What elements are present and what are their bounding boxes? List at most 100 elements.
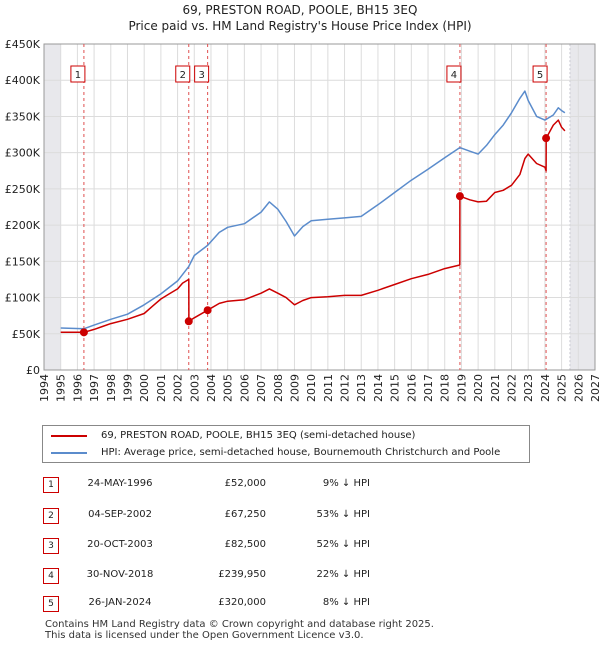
x-tick-label: 2023	[522, 374, 535, 402]
x-tick-label: 2015	[389, 374, 402, 402]
chart-legend: 69, PRESTON ROAD, POOLE, BH15 3EQ (semi-…	[42, 425, 530, 463]
legend-label-property: 69, PRESTON ROAD, POOLE, BH15 3EQ (semi-…	[101, 430, 416, 441]
transaction-number: 2	[43, 508, 59, 524]
table-row: 3 20-OCT-2003 £82,500 52% ↓ HPI	[0, 538, 600, 558]
x-tick-label: 2021	[489, 374, 502, 402]
transaction-hpi-diff: 9% ↓ HPI	[322, 478, 370, 489]
y-tick-label: £350K	[5, 110, 41, 123]
x-tick-label: 2017	[422, 374, 435, 402]
y-tick-label: £100K	[5, 292, 41, 305]
x-tick-label: 1995	[55, 374, 68, 402]
transaction-label-box	[194, 65, 210, 83]
transaction-hpi-diff: 52% ↓ HPI	[316, 539, 370, 550]
x-tick-label: 2006	[238, 374, 251, 402]
x-tick-label: 2027	[589, 374, 600, 402]
table-row: 2 04-SEP-2002 £67,250 53% ↓ HPI	[0, 508, 600, 528]
x-tick-label: 2000	[138, 374, 151, 402]
x-tick-label: 2011	[322, 374, 335, 402]
transaction-point	[455, 192, 464, 201]
plot-area	[44, 44, 595, 370]
transaction-price: £67,250	[224, 509, 266, 520]
plot-border	[43, 43, 596, 371]
table-row: 5 26-JAN-2024 £320,000 8% ↓ HPI	[0, 596, 600, 616]
transaction-label-box	[532, 65, 548, 83]
y-tick-label: £200K	[5, 219, 41, 232]
transaction-price: £52,000	[224, 478, 266, 489]
transaction-label-number: 1	[75, 70, 81, 81]
x-tick-label: 2004	[205, 374, 218, 402]
legend-swatch-blue	[51, 452, 87, 454]
y-tick-label: £300K	[5, 147, 41, 160]
shaded-region-before	[44, 44, 61, 370]
transaction-label-number: 5	[537, 70, 543, 81]
price-chart: £0 £50K £100K £150K £200K £250K £300K £350K £400…	[5, 38, 600, 402]
y-tick-label: £150K	[5, 255, 41, 268]
x-tick-label: 2026	[572, 374, 585, 402]
x-tick-label: 2008	[272, 374, 285, 402]
transaction-label-number: 3	[198, 70, 204, 81]
x-tick-label: 2012	[339, 374, 352, 402]
x-tick-label: 2002	[172, 374, 185, 402]
x-tick-label: 2014	[372, 374, 385, 402]
x-tick-label: 1994	[38, 374, 51, 402]
y-tick-label: £400K	[5, 74, 41, 87]
x-tick-label: 2010	[305, 374, 318, 402]
transaction-point	[542, 134, 551, 143]
chart-title-block: 69, PRESTON ROAD, POOLE, BH15 3EQ Price …	[0, 2, 600, 34]
x-tick-label: 2019	[455, 374, 468, 402]
transaction-date: 26-JAN-2024	[88, 597, 152, 608]
transaction-hpi-diff: 53% ↓ HPI	[316, 509, 370, 520]
transaction-hpi-diff: 22% ↓ HPI	[316, 569, 370, 580]
y-tick-label: £0	[26, 364, 40, 377]
transaction-number: 5	[43, 596, 59, 612]
x-tick-label: 2009	[288, 374, 301, 402]
table-row: 4 30-NOV-2018 £239,950 22% ↓ HPI	[0, 568, 600, 588]
transaction-number: 3	[43, 538, 59, 554]
chart-title: 69, PRESTON ROAD, POOLE, BH15 3EQ	[182, 3, 418, 17]
footer-license: This data is licensed under the Open Gov…	[45, 630, 364, 641]
x-tick-label: 2022	[506, 374, 519, 402]
transaction-price: £239,950	[218, 569, 266, 580]
y-tick-label: £50K	[12, 328, 41, 341]
transaction-number: 4	[43, 568, 59, 584]
x-tick-label: 2005	[222, 374, 235, 402]
transaction-price: £320,000	[218, 597, 266, 608]
series-line-hpi	[60, 90, 566, 330]
x-tick-label: 1997	[88, 374, 101, 402]
footer-copyright: Contains HM Land Registry data © Crown c…	[45, 619, 434, 630]
transaction-point	[79, 328, 88, 337]
transaction-date: 24-MAY-1996	[87, 478, 153, 489]
shaded-region-after	[569, 44, 595, 370]
x-tick-label: 2020	[472, 374, 485, 402]
transaction-date: 04-SEP-2002	[88, 509, 152, 520]
x-tick-label: 2007	[255, 374, 268, 402]
x-tick-label: 2001	[155, 374, 168, 402]
x-tick-label: 1996	[71, 374, 84, 402]
x-tick-label: 2013	[355, 374, 368, 402]
x-tick-label: 2003	[188, 374, 201, 402]
transaction-hpi-diff: 8% ↓ HPI	[322, 597, 370, 608]
x-tick-label: 2016	[405, 374, 418, 402]
transaction-point	[184, 317, 193, 326]
chart-subtitle: Price paid vs. HM Land Registry's House …	[128, 19, 472, 33]
transaction-label-box	[70, 65, 86, 83]
series-line-property	[60, 119, 566, 334]
y-tick-label: £450K	[5, 38, 41, 51]
transaction-label-box	[446, 65, 462, 83]
table-row: 1 24-MAY-1996 £52,000 9% ↓ HPI	[0, 477, 600, 497]
y-tick-label: £250K	[5, 183, 41, 196]
transaction-label-box	[175, 65, 191, 83]
x-tick-label: 2018	[439, 374, 452, 402]
transaction-label-number: 2	[180, 70, 186, 81]
data-source-footer: Contains HM Land Registry data © Crown c…	[45, 619, 434, 641]
legend-swatch-red	[51, 435, 87, 437]
legend-label-hpi: HPI: Average price, semi-detached house,…	[101, 447, 501, 458]
transaction-label-number: 4	[451, 70, 457, 81]
transaction-date: 30-NOV-2018	[86, 569, 154, 580]
transaction-point	[203, 306, 212, 315]
x-tick-label: 2025	[556, 374, 569, 402]
x-tick-label: 1998	[105, 374, 118, 402]
x-tick-label: 1999	[121, 374, 134, 402]
transaction-number: 1	[43, 477, 59, 493]
transaction-price: £82,500	[224, 539, 266, 550]
